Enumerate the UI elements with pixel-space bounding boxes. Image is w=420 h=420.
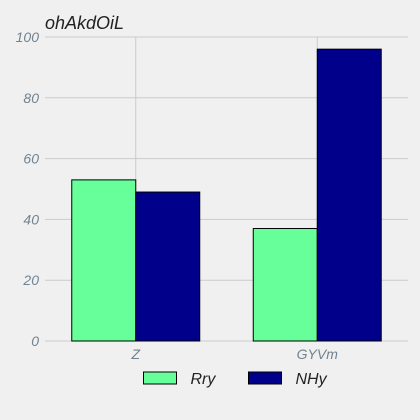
legend-swatch-rry bbox=[143, 371, 177, 385]
y-axis-ticks: 0 20 40 60 80 100 bbox=[16, 29, 40, 349]
x-tick-label: GYVm bbox=[297, 346, 339, 362]
bar-nhy-gyvm bbox=[316, 48, 382, 342]
chart-title: ohAkdOiL bbox=[45, 13, 124, 33]
bar-rry-gyvm bbox=[252, 228, 318, 342]
y-tick-label: 80 bbox=[23, 90, 39, 106]
legend-label-rry: Rry bbox=[191, 371, 217, 388]
y-tick-label: 40 bbox=[23, 211, 39, 227]
bar-nhy-z bbox=[135, 191, 201, 342]
x-axis-ticks: Z GYVm bbox=[130, 346, 338, 362]
legend-swatch-nhy bbox=[248, 371, 282, 385]
x-tick-label: Z bbox=[130, 346, 140, 362]
legend-label-nhy: NHy bbox=[296, 371, 328, 388]
y-tick-label: 20 bbox=[22, 272, 39, 288]
bar-rry-z bbox=[71, 179, 137, 342]
y-tick-label: 100 bbox=[16, 29, 40, 45]
legend: Rry NHy bbox=[143, 371, 328, 388]
y-tick-label: 60 bbox=[23, 151, 39, 167]
y-tick-label: 0 bbox=[31, 333, 39, 349]
bars-layer bbox=[71, 48, 382, 342]
